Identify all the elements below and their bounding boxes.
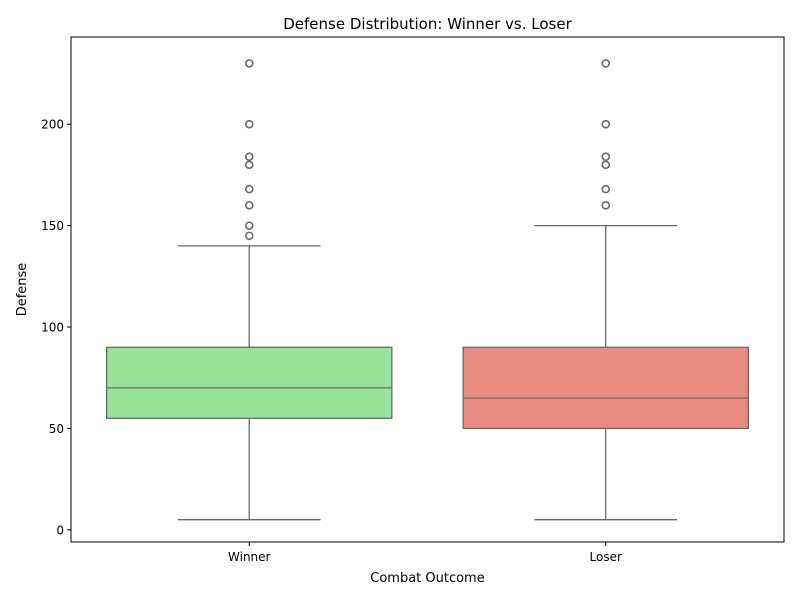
outlier-point [601,160,611,170]
plot-frame [70,36,785,543]
outlier-point [244,221,254,230]
chart-title: Defense Distribution: Winner vs. Loser [283,15,572,33]
x-tick-label: Loser [590,550,622,564]
x-tick-label: Winner [228,550,271,564]
y-tick-label: 200 [41,118,64,132]
iqr-box [462,346,750,430]
outlier-point [601,201,611,210]
y-tick-label: 0 [56,523,64,537]
outlier-point [601,152,611,161]
outlier-point [601,119,611,129]
outlier-point [244,160,254,170]
plot-area [106,59,750,521]
y-tick-label: 150 [41,219,64,233]
outlier-point [244,231,254,241]
outlier-point [244,59,254,68]
outlier-point [601,184,611,194]
outlier-point [244,119,254,129]
outlier-point [244,152,254,161]
x-axis-label: Combat Outcome [370,571,484,586]
iqr-box [106,346,393,419]
y-axis-label: Defense [15,263,30,317]
outlier-point [244,184,254,194]
y-tick-label: 50 [49,422,64,436]
y-tick-label: 100 [41,321,64,335]
outlier-point [601,59,611,68]
outlier-point [244,201,254,210]
